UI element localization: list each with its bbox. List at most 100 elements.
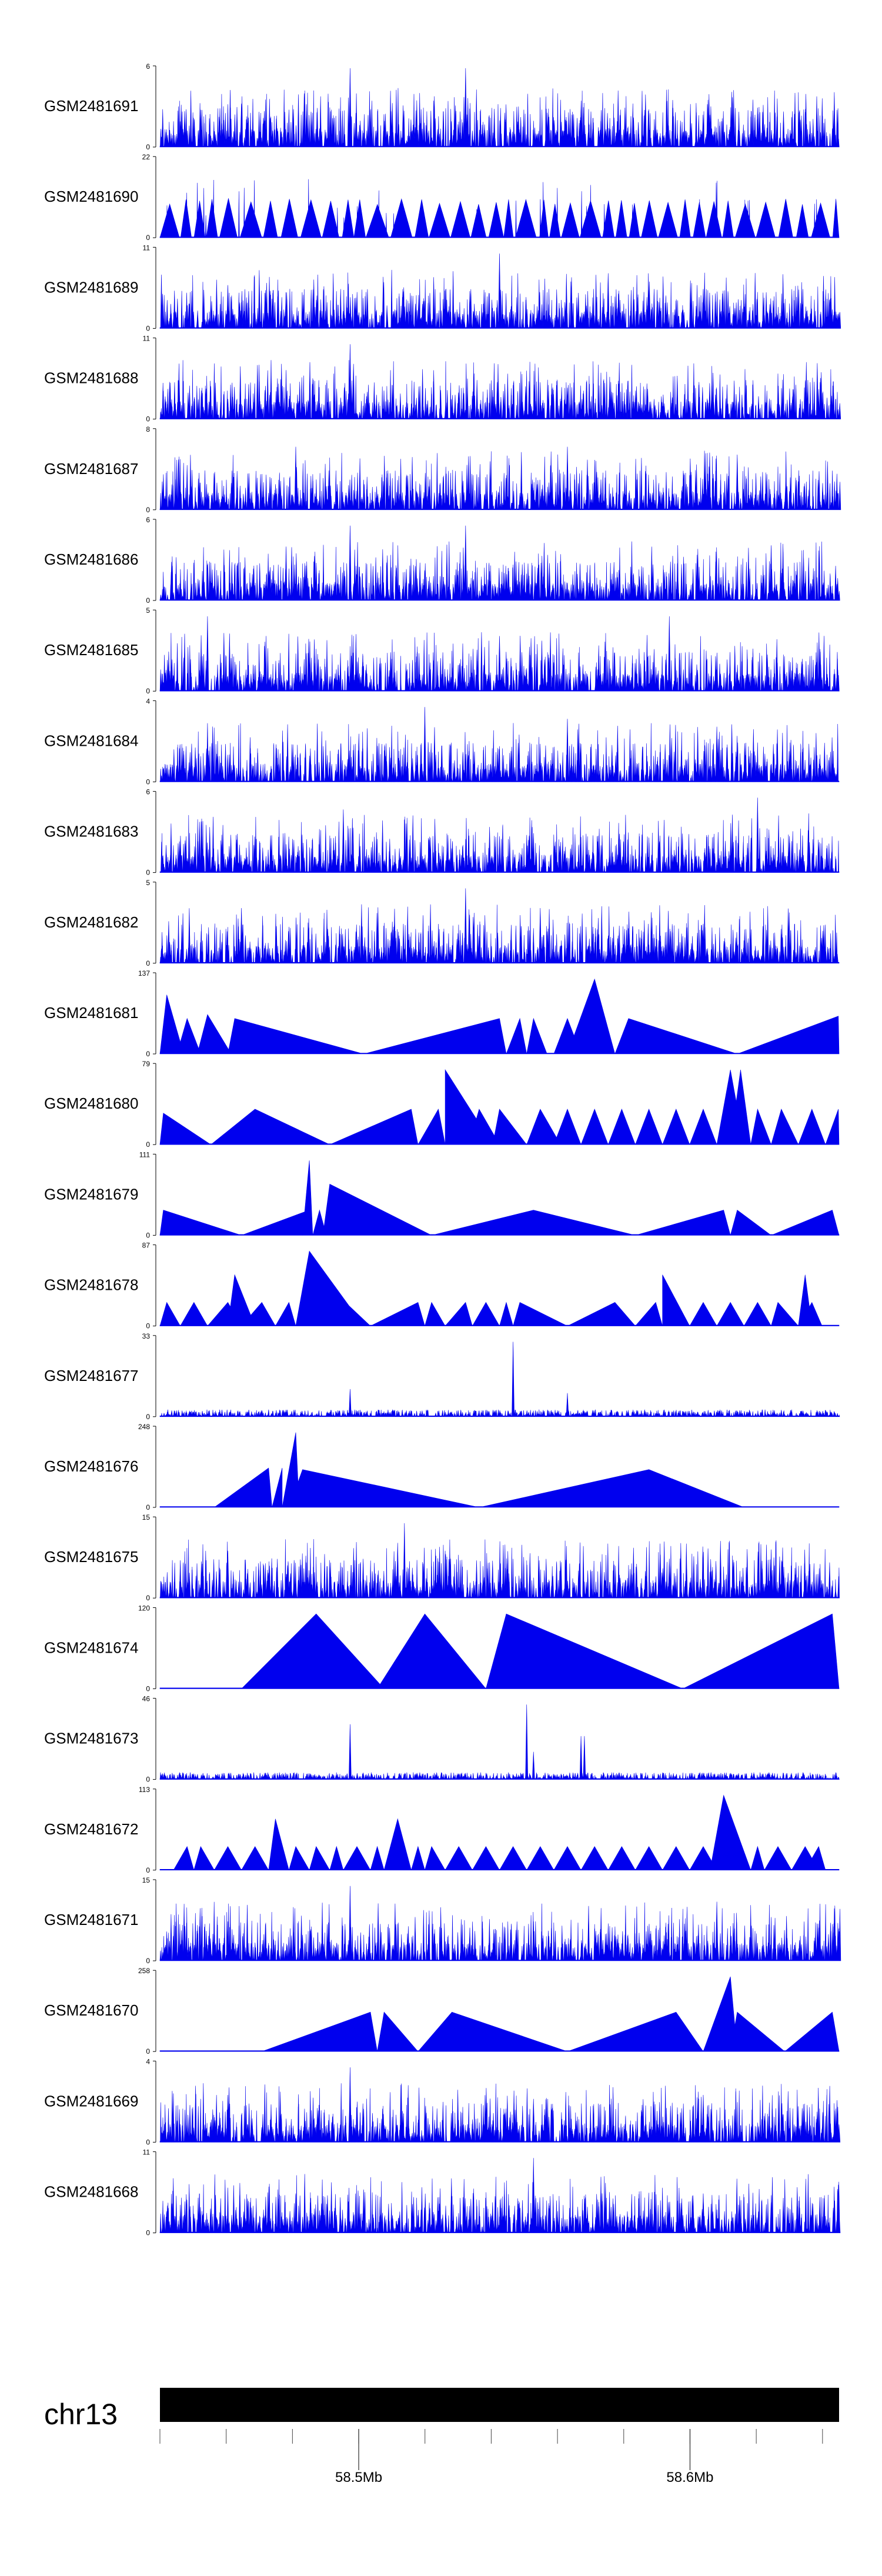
signal-area	[159, 1160, 840, 1236]
x-axis-tick-label: 58.5Mb	[335, 2470, 382, 2485]
y-max-label: 8	[146, 425, 150, 433]
track-label: GSM2481689	[44, 278, 138, 296]
signal-area	[159, 179, 840, 238]
y-max-label: 111	[139, 1150, 151, 1159]
signal-area	[159, 525, 840, 601]
y-max-label: 46	[142, 1695, 151, 1703]
y-max-label: 6	[146, 516, 150, 524]
signal-area	[159, 1432, 840, 1508]
y-min-label: 0	[146, 1776, 150, 1784]
y-max-label: 15	[142, 1513, 151, 1521]
y-min-label: 0	[146, 1050, 150, 1058]
y-max-label: 113	[139, 1786, 150, 1794]
chromosome-label: chr13	[44, 2398, 118, 2431]
y-max-label: 258	[138, 1967, 150, 1975]
x-axis-tick-label: 58.6Mb	[666, 2470, 713, 2485]
y-max-label: 87	[142, 1242, 151, 1250]
signal-area	[159, 1794, 840, 1871]
signal-area	[159, 446, 841, 510]
y-min-label: 0	[146, 2229, 150, 2237]
signal-area	[159, 978, 840, 1055]
y-min-label: 0	[146, 1957, 150, 1965]
track-label: GSM2481685	[44, 641, 138, 659]
y-max-label: 120	[138, 1604, 150, 1612]
signal-area	[159, 1886, 841, 1961]
signal-area	[159, 1250, 840, 1326]
y-min-label: 0	[146, 506, 150, 514]
signal-area	[159, 1069, 840, 1145]
y-min-label: 0	[146, 1413, 150, 1421]
y-max-label: 6	[146, 62, 150, 71]
y-max-label: 137	[138, 969, 150, 977]
track-label: GSM2481668	[44, 2183, 138, 2201]
track-label: GSM2481673	[44, 1730, 138, 1747]
signal-area	[159, 1342, 840, 1417]
y-max-label: 15	[142, 1876, 151, 1884]
signal-area	[159, 888, 840, 964]
y-min-label: 0	[146, 1684, 150, 1693]
track-label: GSM2481676	[44, 1457, 138, 1475]
track-label: GSM2481678	[44, 1276, 138, 1294]
y-min-label: 0	[146, 415, 150, 423]
y-max-label: 79	[142, 1060, 151, 1068]
signal-area	[159, 707, 840, 782]
track-label: GSM2481672	[44, 1820, 138, 1838]
signal-area	[159, 1704, 840, 1780]
y-max-label: 11	[143, 2148, 151, 2157]
signal-area	[159, 2067, 841, 2143]
y-min-label: 0	[146, 1503, 150, 1511]
y-min-label: 0	[146, 959, 150, 967]
y-min-label: 0	[146, 1322, 150, 1330]
y-max-label: 248	[138, 1423, 150, 1431]
track-label: GSM2481687	[44, 460, 138, 478]
signal-area	[159, 798, 840, 873]
track-label: GSM2481690	[44, 188, 138, 205]
y-min-label: 0	[146, 1866, 150, 1874]
y-min-label: 0	[146, 596, 150, 605]
y-max-label: 11	[143, 335, 151, 343]
signal-area	[159, 1613, 840, 1689]
signal-area	[159, 344, 841, 419]
track-label: GSM2481669	[44, 2092, 138, 2110]
y-min-label: 0	[146, 1140, 150, 1149]
track-label: GSM2481681	[44, 1004, 138, 1022]
y-max-label: 4	[146, 697, 150, 705]
track-label: GSM2481670	[44, 2001, 138, 2019]
y-min-label: 0	[146, 1231, 150, 1239]
track-label: GSM2481679	[44, 1185, 138, 1203]
y-min-label: 0	[146, 778, 150, 786]
y-max-label: 6	[146, 788, 150, 796]
y-min-label: 0	[146, 143, 150, 151]
signal-area	[159, 1523, 840, 1599]
track-label: GSM2481691	[44, 97, 138, 115]
y-max-label: 4	[146, 2057, 150, 2066]
track-label: GSM2481680	[44, 1095, 138, 1112]
track-label: GSM2481674	[44, 1639, 138, 1656]
y-min-label: 0	[146, 233, 150, 242]
track-label: GSM2481686	[44, 550, 138, 568]
y-max-label: 5	[146, 606, 150, 615]
signal-area	[159, 68, 840, 148]
signal-area	[159, 616, 840, 692]
track-label: GSM2481688	[44, 369, 138, 387]
y-min-label: 0	[146, 1594, 150, 1602]
track-label: GSM2481675	[44, 1548, 138, 1566]
y-min-label: 0	[146, 869, 150, 877]
y-min-label: 0	[146, 687, 150, 695]
track-label: GSM2481677	[44, 1367, 138, 1384]
track-label: GSM2481671	[44, 1911, 138, 1928]
track-label: GSM2481684	[44, 732, 138, 749]
y-max-label: 5	[146, 879, 150, 887]
signal-area	[159, 2158, 841, 2233]
y-min-label: 0	[146, 324, 150, 332]
y-max-label: 33	[142, 1332, 151, 1340]
y-min-label: 0	[146, 2138, 150, 2146]
y-max-label: 11	[143, 243, 151, 252]
y-max-label: 22	[142, 153, 151, 161]
y-min-label: 0	[146, 2047, 150, 2056]
signal-area	[159, 1976, 840, 2052]
signal-area	[159, 253, 841, 329]
chromosome-ideogram	[160, 2388, 839, 2422]
track-label: GSM2481683	[44, 823, 138, 840]
